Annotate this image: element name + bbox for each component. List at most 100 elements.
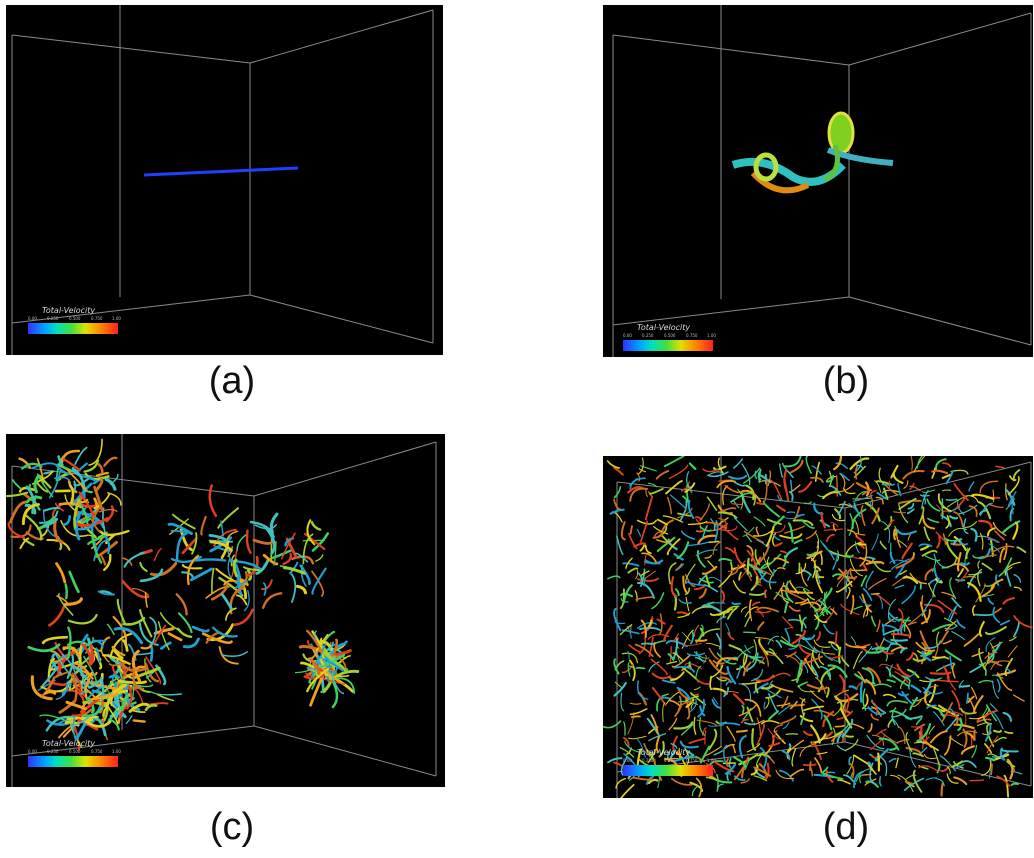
streamline — [956, 764, 965, 768]
streamline — [91, 533, 103, 564]
streamline — [994, 736, 1007, 743]
streamline — [634, 570, 639, 579]
streamline — [906, 508, 915, 515]
streamline — [748, 592, 765, 596]
caption-a: (a) — [208, 360, 256, 402]
streamline — [658, 740, 665, 758]
streamline — [823, 714, 833, 731]
bounding-box-d — [603, 456, 1033, 798]
streamline — [765, 525, 775, 547]
streamline — [657, 696, 672, 701]
streamline — [781, 616, 794, 629]
streamline — [67, 613, 98, 625]
streamline — [990, 660, 1011, 670]
streamline — [649, 487, 664, 495]
streamline — [783, 468, 788, 492]
streamline — [1009, 475, 1017, 482]
streamline — [45, 715, 75, 732]
streamline — [102, 654, 131, 666]
streamline — [672, 735, 678, 752]
streamline — [613, 658, 620, 675]
streamline — [330, 653, 347, 670]
streamline — [741, 463, 751, 486]
legend-colorbar-d — [623, 765, 713, 776]
streamline — [924, 640, 942, 649]
streamline — [969, 779, 985, 782]
streamline — [621, 652, 639, 664]
streamline — [716, 480, 736, 489]
streamline — [741, 681, 762, 685]
streamline — [891, 707, 897, 726]
streamline — [874, 480, 882, 493]
streamline — [725, 546, 735, 554]
streamline — [985, 626, 1007, 635]
streamline — [74, 721, 88, 741]
streamline — [641, 552, 658, 564]
streamline — [878, 737, 900, 751]
streamline — [845, 571, 849, 593]
streamline — [6, 491, 29, 498]
streamline — [745, 534, 752, 543]
streamline — [218, 646, 239, 665]
streamline — [810, 724, 821, 744]
streamline — [644, 545, 652, 555]
streamline — [243, 566, 263, 572]
streamline — [622, 736, 630, 748]
streamline — [753, 766, 772, 777]
streamline — [855, 535, 865, 543]
streamline — [903, 616, 910, 632]
streamline — [906, 668, 920, 679]
streamline — [84, 677, 91, 705]
streamline — [751, 728, 757, 751]
streamline — [853, 518, 859, 534]
streamline — [847, 529, 858, 537]
streamline — [181, 537, 198, 555]
streamline — [758, 762, 768, 778]
streamline — [1006, 760, 1016, 768]
streamline — [860, 505, 866, 527]
streamline — [740, 490, 751, 514]
streamline — [1004, 561, 1021, 576]
streamline — [717, 457, 724, 474]
streamline — [766, 556, 773, 574]
streamline — [628, 477, 638, 486]
streamline — [753, 583, 762, 587]
streamline — [685, 695, 699, 702]
streamline — [300, 564, 307, 587]
streamline — [132, 719, 146, 723]
streamline — [708, 540, 720, 544]
streamline — [825, 533, 835, 543]
streamline — [659, 613, 663, 635]
streamline — [844, 554, 854, 558]
streamline — [775, 769, 795, 780]
streamline — [849, 457, 870, 470]
streamline — [952, 760, 964, 768]
streamline — [76, 498, 89, 504]
streamline — [67, 626, 72, 660]
streamline — [25, 514, 43, 541]
streamline — [986, 527, 996, 537]
streamline — [876, 728, 887, 736]
streamline — [990, 578, 1004, 589]
streamline — [853, 605, 863, 610]
streamline — [62, 458, 81, 472]
streamline — [952, 538, 963, 546]
streamline — [636, 739, 646, 758]
streamline — [915, 717, 923, 725]
streamline — [978, 519, 993, 529]
streamline — [698, 588, 707, 599]
streamline — [924, 568, 934, 581]
streamline — [760, 684, 775, 690]
streamline — [838, 568, 853, 587]
seed-line — [143, 166, 299, 177]
streamline — [111, 645, 126, 657]
streamline — [706, 602, 726, 604]
streamline — [803, 588, 816, 601]
streamline — [931, 467, 936, 479]
streamline — [921, 595, 924, 605]
streamline — [131, 649, 141, 682]
legend-tick: 1.00 — [707, 333, 716, 338]
streamline — [1005, 483, 1008, 501]
streamline — [803, 501, 812, 505]
streamline — [73, 662, 94, 680]
